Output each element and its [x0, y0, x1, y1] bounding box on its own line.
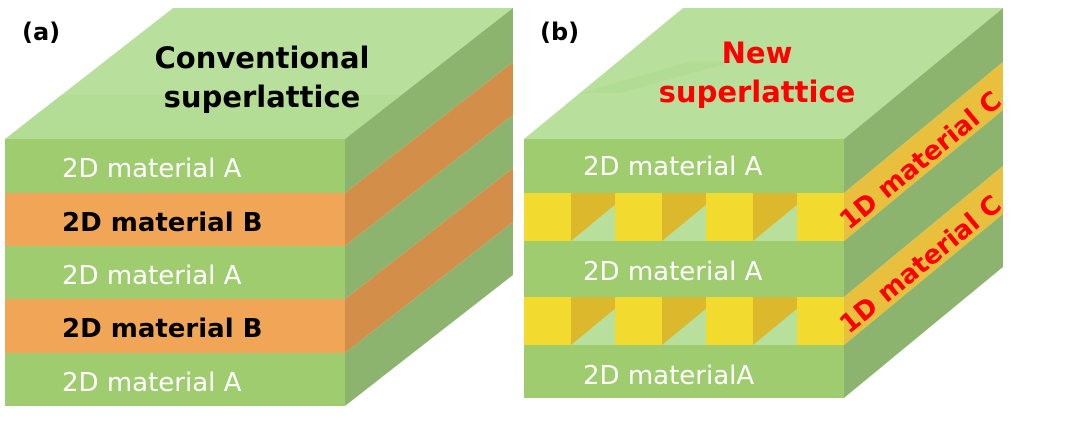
title-line-2: superlattice	[659, 75, 856, 109]
rod-1d-c-end	[706, 297, 753, 345]
layer-2d-a	[5, 246, 345, 299]
side-face-layer	[844, 214, 1003, 398]
layer-label: 2D material B	[62, 314, 262, 344]
side-face-rod	[844, 62, 1003, 241]
conventional-superlattice-block: (a) Conventional superlattice 2D materia…	[5, 8, 513, 406]
title-line-1: Conventional	[155, 41, 370, 75]
rod-1d-c-end	[524, 193, 571, 241]
rod-1d-c-end	[797, 193, 844, 241]
layer-2d-a	[524, 139, 844, 193]
side-face-layer	[345, 115, 513, 299]
layer-2d-a	[5, 139, 345, 193]
side-face-rod	[844, 166, 1003, 345]
layer-label: 2D material A	[583, 152, 763, 182]
layer-label: 2D material B	[62, 208, 262, 238]
side-face-layer	[345, 168, 513, 353]
layer-label: 2D material A	[62, 154, 242, 184]
rod-1d-c-end	[797, 297, 844, 345]
gap-floor	[753, 204, 797, 241]
title-line-1: New	[722, 36, 793, 70]
side-face-layer	[345, 222, 513, 406]
layer-label: 2D material A	[62, 368, 242, 398]
rod-1d-c-end	[615, 297, 662, 345]
layer-label: 2D materialA	[583, 361, 754, 391]
layer-label: 2D material A	[583, 257, 763, 287]
layer-2d-a	[524, 241, 844, 297]
side-face-layer	[844, 8, 1003, 193]
side-face-layer	[345, 62, 513, 246]
gap-floor	[662, 308, 706, 345]
rod-1d-c-end	[706, 193, 753, 241]
layer-2d-a	[524, 345, 844, 398]
gap-floor	[571, 204, 615, 241]
top-face	[524, 8, 1003, 139]
side-face-layer	[345, 8, 513, 193]
panel-label: (a)	[22, 18, 60, 46]
side-face-layer	[844, 110, 1003, 297]
layer-2d-b	[5, 299, 345, 353]
rod-1d-c-end	[615, 193, 662, 241]
gap-floor	[662, 204, 706, 241]
top-face	[5, 8, 513, 139]
layer-2d-b	[5, 193, 345, 246]
title-line-2: superlattice	[164, 80, 361, 114]
rod-1d-c-end	[524, 297, 571, 345]
new-superlattice-block: (b) New superlattice 2D material A 2D ma…	[524, 8, 1008, 398]
gap-floor	[571, 308, 615, 345]
gap-floor	[753, 308, 797, 345]
layer-label: 2D material A	[62, 261, 242, 291]
layer-2d-a	[5, 353, 345, 406]
panel-label: (b)	[540, 18, 579, 46]
